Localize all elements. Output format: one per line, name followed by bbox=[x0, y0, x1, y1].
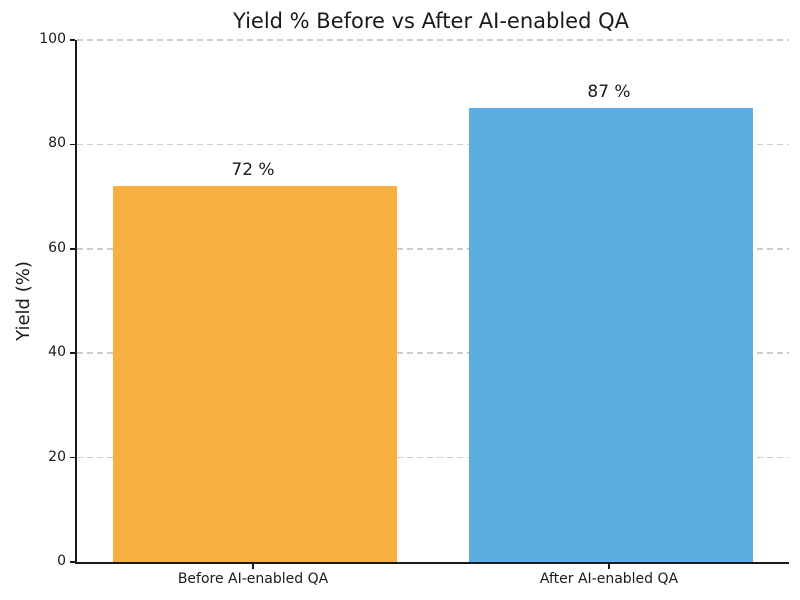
y-tick-mark-80 bbox=[70, 143, 75, 146]
gridline-y-60 bbox=[77, 248, 789, 250]
y-tick-label-60: 60 bbox=[48, 239, 66, 256]
y-tick-label-20: 20 bbox=[48, 448, 66, 465]
plot-area bbox=[75, 39, 789, 564]
x-tick-label-1: After AI-enabled QA bbox=[539, 571, 679, 587]
y-tick-mark-0 bbox=[70, 561, 75, 563]
y-axis-label: Yield (%) bbox=[13, 261, 34, 341]
gridline-y-20 bbox=[77, 456, 789, 459]
x-tick-mark-0 bbox=[252, 564, 254, 569]
y-tick-mark-100 bbox=[70, 39, 75, 41]
gridline-y-80 bbox=[77, 143, 789, 146]
gridline-y-100 bbox=[77, 39, 789, 41]
x-tick-mark-1 bbox=[608, 564, 610, 569]
bar-0 bbox=[112, 186, 398, 562]
y-tick-label-100: 100 bbox=[39, 31, 66, 47]
bar-1 bbox=[468, 107, 754, 562]
y-tick-mark-20 bbox=[70, 456, 75, 459]
y-tick-mark-60 bbox=[70, 248, 75, 250]
bar-value-label-1: 87 % bbox=[587, 81, 631, 102]
x-tick-label-0: Before AI-enabled QA bbox=[177, 571, 329, 587]
chart-title: Yield % Before vs After AI-enabled QA bbox=[232, 9, 629, 33]
y-tick-label-40: 40 bbox=[48, 344, 66, 361]
gridline-y-40 bbox=[77, 352, 789, 354]
y-tick-label-80: 80 bbox=[48, 135, 66, 152]
y-tick-mark-40 bbox=[70, 352, 75, 354]
bar-value-label-0: 72 % bbox=[231, 160, 275, 181]
y-tick-label-0: 0 bbox=[57, 553, 66, 569]
